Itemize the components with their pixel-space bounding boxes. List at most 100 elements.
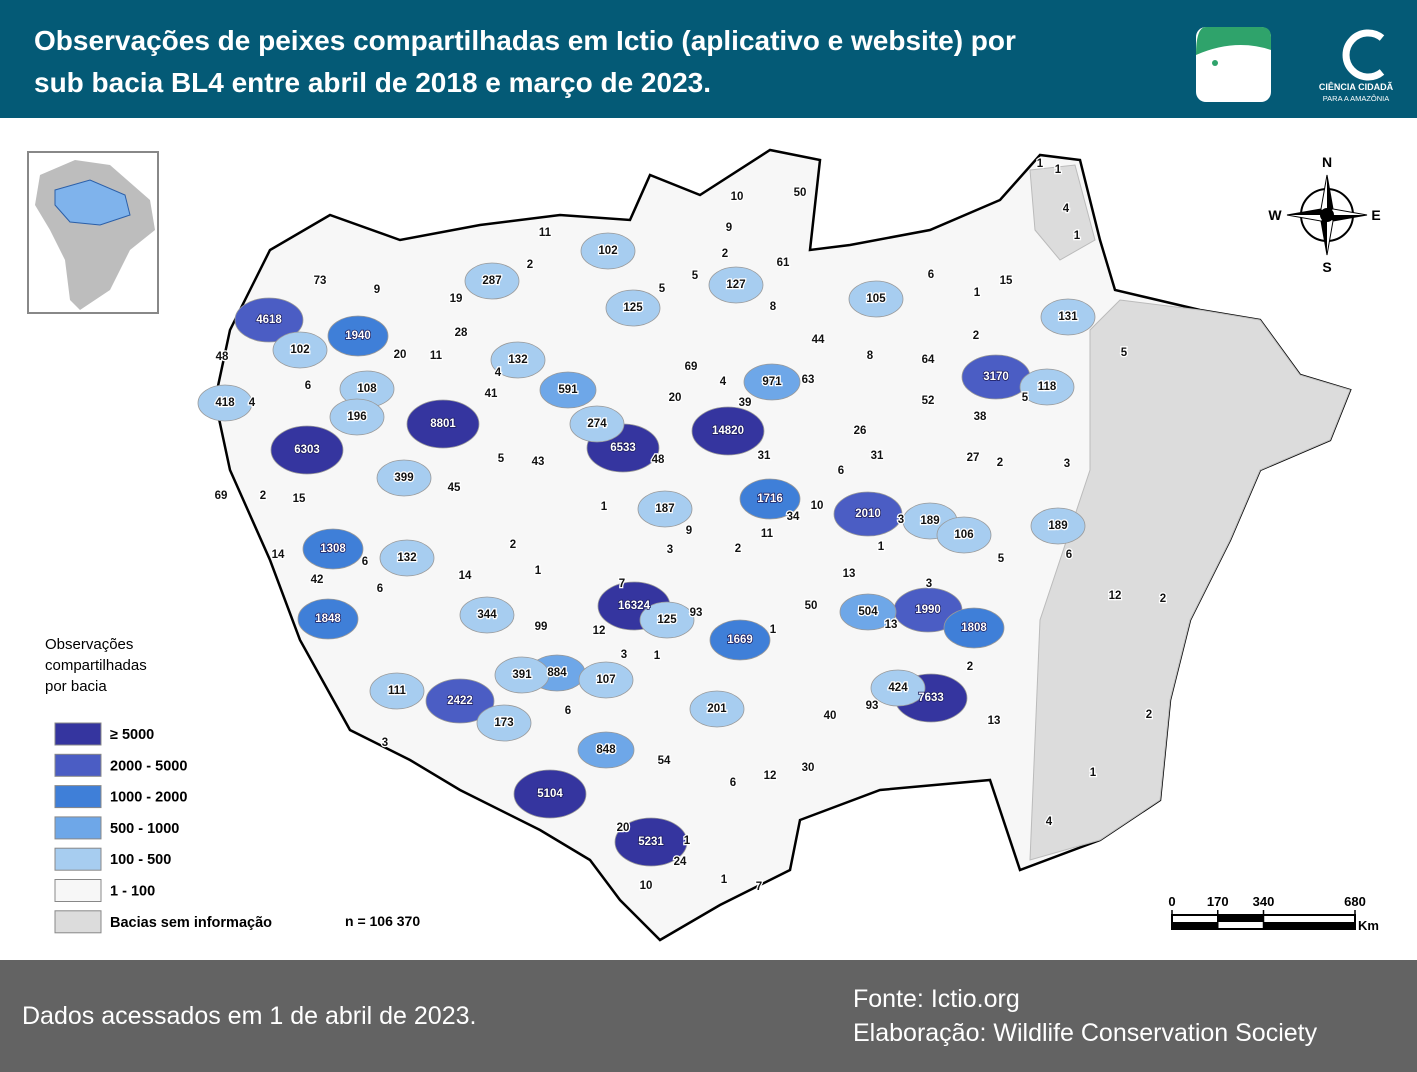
scale-segment xyxy=(1263,922,1355,929)
basin-label: 14 xyxy=(459,570,472,582)
basin-label: 14 xyxy=(272,549,285,561)
basin-label: 4 xyxy=(1046,816,1053,828)
basin-fill xyxy=(513,769,587,819)
basin-label: 4 xyxy=(1063,203,1070,215)
basin-fill xyxy=(329,398,385,436)
scale-tick-label: 0 xyxy=(1168,894,1175,909)
basin-label: 173 xyxy=(494,717,513,729)
basin-label: 63 xyxy=(802,374,815,386)
basin-label: 2 xyxy=(510,539,516,551)
basin-label: 5 xyxy=(1022,392,1029,404)
basin-fill xyxy=(709,619,771,661)
compass-label: N xyxy=(1322,154,1332,170)
legend-label: 1000 - 2000 xyxy=(110,790,187,806)
basin-label: 39 xyxy=(739,397,752,409)
basin-label: 6 xyxy=(362,556,368,568)
legend-swatch xyxy=(54,753,102,777)
basin-label: 16324 xyxy=(618,600,651,612)
basin-label: 28 xyxy=(455,327,468,339)
scale-segment xyxy=(1172,922,1218,929)
basin-label: 11 xyxy=(430,350,443,362)
ictio-logo xyxy=(1196,27,1271,102)
scale-segment xyxy=(1217,915,1264,922)
basin-label: 2010 xyxy=(855,508,881,520)
basin-label: 93 xyxy=(866,700,879,712)
basin-label: 12 xyxy=(764,770,777,782)
scale-bar: 0 170 340 680 Km xyxy=(1168,894,1379,933)
basin-label: 52 xyxy=(922,395,935,407)
basin-label: 591 xyxy=(558,384,578,396)
basin-label: 3 xyxy=(621,649,627,661)
scale-tick-label: 340 xyxy=(1253,894,1275,909)
basin-label: 5 xyxy=(692,270,699,282)
compass-label: S xyxy=(1322,259,1331,275)
basin-label: 5 xyxy=(659,283,666,295)
basin-label: 1848 xyxy=(315,613,341,625)
basin-label: 5 xyxy=(1121,347,1128,359)
basin-label: 4 xyxy=(720,376,727,388)
basin-label: 30 xyxy=(802,762,815,774)
basin-fill xyxy=(272,331,328,369)
basin-label: 13 xyxy=(988,715,1001,727)
legend-label: Bacias sem informação xyxy=(110,915,272,931)
basin-fill xyxy=(605,289,661,327)
basin-fill xyxy=(639,601,695,639)
basin-label: 5 xyxy=(498,453,505,465)
logo-text: PARA A AMAZÔNIA xyxy=(1323,94,1390,103)
basin-fill xyxy=(943,607,1005,649)
basin-label: 971 xyxy=(762,376,782,388)
basin-label: 20 xyxy=(669,392,682,404)
basin-label: 187 xyxy=(655,503,674,515)
basin-label: 38 xyxy=(974,411,987,423)
basin-label: 1990 xyxy=(915,604,941,616)
basin-label: 2 xyxy=(967,661,973,673)
basin-label: 10 xyxy=(640,880,653,892)
legend-label: 1 - 100 xyxy=(110,884,155,900)
basin-label: 2 xyxy=(260,490,266,502)
basin-fill xyxy=(708,266,764,304)
basin-label: 189 xyxy=(1048,520,1067,532)
compass-label: E xyxy=(1371,207,1380,223)
basin-label: 54 xyxy=(658,755,671,767)
basin-label: 287 xyxy=(482,275,501,287)
basin-label: 196 xyxy=(347,411,366,423)
basin-label: 2 xyxy=(973,330,979,342)
basin-label: 111 xyxy=(388,685,407,697)
basin-label: 73 xyxy=(314,275,327,287)
basin-fill xyxy=(234,297,304,343)
basin-label: 99 xyxy=(535,621,548,633)
legend-swatch xyxy=(54,910,102,934)
basin-fill xyxy=(379,539,435,577)
basin-label: 13 xyxy=(885,619,898,631)
basin-label: 5 xyxy=(998,553,1005,565)
basin-label: 5104 xyxy=(537,788,563,800)
basin-label: 1 xyxy=(770,624,777,636)
basin-label: 1 xyxy=(601,501,608,513)
basin-fill xyxy=(637,490,693,528)
basin-label: 41 xyxy=(485,388,498,400)
scale-tick-label: 680 xyxy=(1344,894,1366,909)
legend-title: compartilhadas xyxy=(45,657,147,674)
basin-label: 2 xyxy=(997,457,1003,469)
basin-label: 107 xyxy=(596,674,615,686)
basin-label: 344 xyxy=(477,609,497,621)
total-count: n = 106 370 xyxy=(345,913,420,929)
compass xyxy=(1286,174,1368,256)
no-data-region xyxy=(1029,299,1351,861)
basin-fill xyxy=(870,669,926,707)
basin-fill xyxy=(569,405,625,443)
basin-label: 1 xyxy=(654,650,661,662)
basin-label: 3 xyxy=(926,578,932,590)
basin-label: 24 xyxy=(674,856,687,868)
basin-label: 1 xyxy=(721,874,728,886)
basin-fill xyxy=(577,731,635,769)
basin-label: 8 xyxy=(770,301,777,313)
basin-label: 884 xyxy=(547,667,567,679)
basin-fill xyxy=(369,672,425,710)
basin-label: 50 xyxy=(805,600,818,612)
basin-label: 125 xyxy=(623,302,643,314)
basin-fill xyxy=(494,656,550,694)
basin-fills xyxy=(197,232,1096,867)
